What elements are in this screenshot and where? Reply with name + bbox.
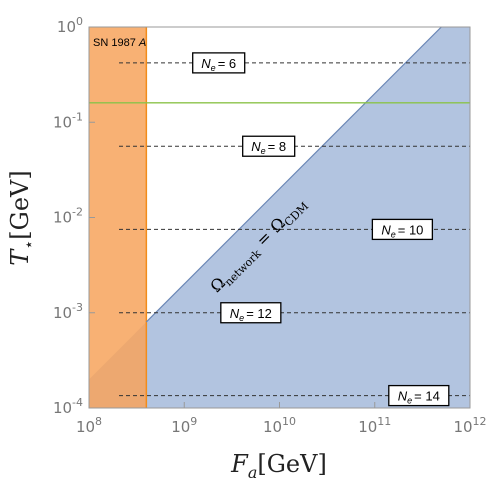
- x-axis-title: Fa[GeV]: [230, 450, 327, 482]
- x-tick-label-0: 108: [76, 415, 102, 436]
- ne-label-4: Ne = 14: [388, 384, 450, 407]
- network-boundary-line: [145, 27, 442, 323]
- y-tick-label-3: 10-1: [53, 110, 83, 131]
- y-tick-label-4: 100: [57, 15, 83, 36]
- ne-label-box: [192, 52, 246, 74]
- x-tick-label-1: 109: [171, 415, 197, 436]
- sn-1987a-band: [89, 27, 147, 408]
- x-tick-label-2: 1010: [263, 415, 296, 436]
- ne-label-box: [371, 218, 434, 241]
- plot-area: [89, 27, 470, 408]
- y-axis-title: T⋆[GeV]: [6, 170, 38, 265]
- ne-label-text: Ne = 12: [230, 306, 272, 323]
- x-axis-ticks: 108 109 1010 1011 1012: [76, 402, 487, 436]
- ne-label-3: Ne = 12: [220, 302, 282, 324]
- sn-label: SN 1987 A: [93, 37, 146, 49]
- y-tick-label-0: 10-4: [53, 396, 83, 417]
- x-tick-label-4: 1012: [453, 415, 486, 436]
- x-tick-label-3: 1011: [358, 415, 391, 436]
- y-axis-ticks: 10-4 10-3 10-2 10-1 100: [53, 15, 95, 417]
- ne-label-box: [242, 135, 296, 157]
- ne-label-text: Ne = 8: [251, 139, 286, 156]
- ne-label-1: Ne = 8: [242, 135, 296, 157]
- ne-label-box: [388, 384, 450, 407]
- ne-label-0: Ne = 6: [192, 52, 246, 74]
- ne-label-text: Ne = 10: [381, 222, 423, 239]
- ne-label-text: Ne = 14: [398, 389, 440, 406]
- ne-labels: Ne = 6 Ne = 8 Ne = 10 Ne = 12 Ne = 14: [192, 52, 450, 407]
- ne-label-2: Ne = 10: [371, 218, 434, 241]
- ne-label-box: [220, 302, 282, 324]
- y-tick-label-1: 10-3: [53, 301, 83, 322]
- y-tick-label-2: 10-2: [53, 206, 83, 227]
- ne-label-text: Ne = 6: [201, 56, 236, 73]
